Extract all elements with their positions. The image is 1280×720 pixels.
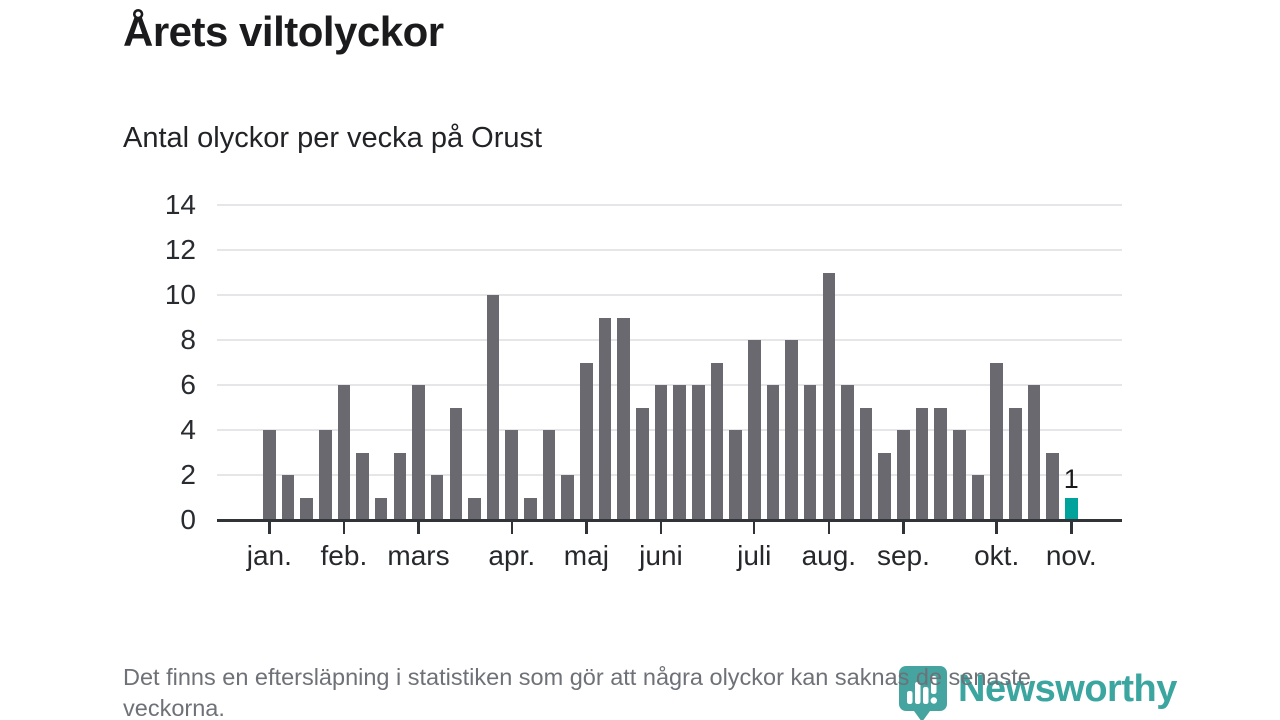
x-axis-tick (902, 521, 905, 534)
x-axis-tick (752, 521, 756, 534)
bar (263, 430, 276, 520)
bar-value-label: 1 (1063, 463, 1079, 494)
page-title: Årets viltolyckor (123, 8, 444, 55)
bar (747, 340, 761, 520)
bar (561, 475, 574, 520)
highlighted-bar (1064, 497, 1078, 520)
x-axis-tick (510, 521, 513, 534)
grid-line (217, 429, 1122, 431)
x-axis-tick (417, 521, 420, 534)
bar (374, 497, 388, 520)
bar (524, 497, 537, 520)
x-axis-tick (585, 521, 588, 534)
grid-line (217, 204, 1122, 206)
y-axis-tick-label: 8 (180, 324, 196, 355)
y-axis-tick-label: 6 (180, 369, 196, 400)
x-axis-tick-label: nov. (1045, 540, 1097, 571)
x-axis-tick-label: aug. (801, 540, 857, 571)
y-axis-tick-label: 0 (180, 504, 196, 535)
bar (878, 452, 892, 520)
y-axis-tick-label: 10 (164, 279, 196, 310)
bar (1027, 385, 1041, 520)
x-axis-tick (995, 521, 998, 534)
y-axis-tick-label: 14 (164, 189, 196, 220)
plot-area (217, 204, 1122, 520)
grid-line (217, 249, 1122, 251)
bar (897, 430, 910, 520)
bar (281, 475, 295, 520)
x-axis-tick-label: feb. (320, 540, 368, 571)
bar (356, 452, 369, 520)
bar (691, 385, 705, 520)
chart-footnote: Det finns en eftersläpning i statistiken… (123, 664, 1031, 720)
bar (300, 497, 313, 520)
bar (934, 407, 948, 520)
grid-line (217, 339, 1122, 341)
bar (337, 385, 351, 520)
brand-name: Newsworthy (958, 668, 1177, 710)
bar (803, 385, 817, 520)
bar (580, 362, 593, 520)
bar (430, 475, 444, 520)
chart-subtitle: Antal olyckor per vecka på Orust (123, 122, 543, 154)
x-axis-tick-label: jan. (246, 540, 292, 571)
bar (841, 385, 854, 520)
bar (729, 430, 742, 520)
x-axis-tick-label: mars (387, 540, 450, 571)
bar (393, 452, 407, 520)
bar (953, 430, 966, 520)
bar (617, 317, 630, 520)
bar (990, 362, 1003, 520)
newsworthy-pin-icon (898, 666, 948, 720)
x-axis-tick-label: juni (639, 540, 683, 571)
x-axis-tick (659, 521, 663, 534)
bar (1009, 407, 1022, 520)
x-axis-tick-label: juli (737, 540, 772, 571)
bar (1046, 452, 1059, 520)
grid-line (217, 294, 1122, 296)
x-axis-tick-label: apr. (488, 540, 536, 571)
bar (710, 362, 724, 520)
bar (449, 407, 463, 520)
y-axis-tick-label: 2 (180, 459, 196, 490)
bar (542, 430, 556, 520)
x-axis-tick-label: maj (563, 540, 609, 571)
bar (673, 385, 686, 520)
x-axis-line (217, 518, 1122, 522)
bar (654, 385, 668, 520)
bar (598, 317, 612, 520)
bar (766, 385, 780, 520)
x-axis-tick (268, 521, 271, 534)
brand-logo: Newsworthy (898, 666, 1177, 720)
x-axis-tick-label: sep. (876, 540, 930, 571)
bar (971, 475, 985, 520)
y-axis-tick-label: 4 (180, 414, 196, 445)
bar (785, 340, 798, 520)
bar (486, 295, 500, 520)
y-axis-tick-label: 12 (164, 234, 196, 265)
grid-line (217, 474, 1122, 476)
grid-line (217, 384, 1122, 386)
bar (915, 407, 929, 520)
bar (859, 407, 873, 520)
bar (822, 272, 836, 520)
bar (505, 430, 519, 520)
bar (318, 430, 332, 520)
bar (468, 497, 481, 520)
x-axis-tick (1070, 521, 1073, 534)
x-axis-tick-label: okt. (974, 540, 1020, 571)
bar (636, 407, 649, 520)
x-axis-tick (342, 521, 346, 534)
bar (412, 385, 425, 520)
x-axis-tick (827, 521, 831, 534)
